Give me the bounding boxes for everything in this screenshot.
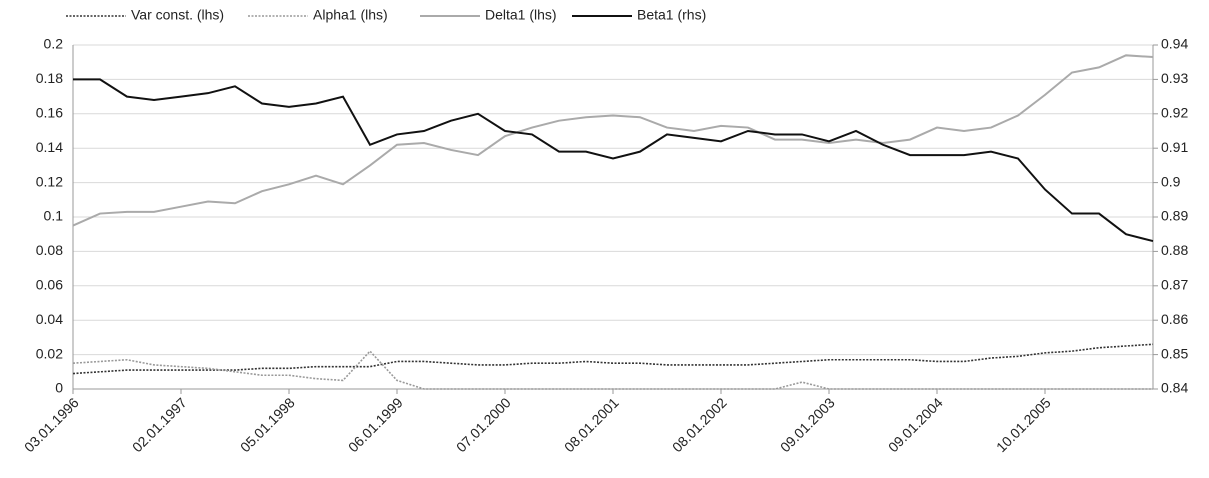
y2-tick-label: 0.88 [1161, 242, 1188, 258]
y-tick-label: 0.08 [36, 242, 63, 258]
y2-tick-label: 0.89 [1161, 208, 1188, 224]
y-tick-label: 0 [55, 380, 63, 396]
legend-label: Var const. (lhs) [131, 7, 224, 23]
legend-label: Delta1 (lhs) [485, 7, 557, 23]
y-tick-label: 0.12 [36, 173, 63, 189]
legend-label: Alpha1 (lhs) [313, 7, 388, 23]
y-tick-label: 0.1 [44, 208, 64, 224]
x-tick-label: 08.01.2002 [669, 394, 730, 455]
y2-tick-label: 0.92 [1161, 105, 1188, 121]
x-tick-label: 08.01.2001 [561, 394, 622, 455]
series-line [73, 78, 1154, 243]
y-tick-label: 0.06 [36, 277, 63, 293]
x-tick-label: 05.01.1998 [237, 394, 298, 455]
y-tick-label: 0.16 [36, 105, 63, 121]
x-tick-label: 09.01.2003 [777, 394, 838, 455]
x-tick-label: 03.01.1996 [21, 394, 82, 455]
x-tick-label: 10.01.2005 [993, 394, 1054, 455]
series-line [72, 54, 1154, 227]
y2-tick-label: 0.93 [1161, 70, 1188, 86]
series-line [72, 349, 1153, 390]
y2-tick-label: 0.94 [1161, 36, 1188, 52]
x-tick-label: 07.01.2000 [453, 394, 514, 455]
y-tick-label: 0.2 [44, 36, 64, 52]
y-tick-label: 0.18 [36, 70, 63, 86]
y2-tick-label: 0.9 [1161, 173, 1181, 189]
x-tick-label: 09.01.2004 [885, 394, 946, 455]
y-tick-label: 0.04 [36, 311, 63, 327]
y-tick-label: 0.14 [36, 139, 63, 155]
y2-tick-label: 0.84 [1161, 380, 1188, 396]
y2-tick-label: 0.86 [1161, 311, 1188, 327]
y2-tick-label: 0.85 [1161, 345, 1188, 361]
x-tick-label: 02.01.1997 [129, 394, 190, 455]
y2-tick-label: 0.91 [1161, 139, 1188, 155]
legend-label: Beta1 (rhs) [637, 7, 706, 23]
y-tick-label: 0.02 [36, 345, 63, 361]
y2-tick-label: 0.87 [1161, 277, 1188, 293]
x-tick-label: 06.01.1999 [345, 394, 406, 455]
series-line [72, 343, 1154, 375]
